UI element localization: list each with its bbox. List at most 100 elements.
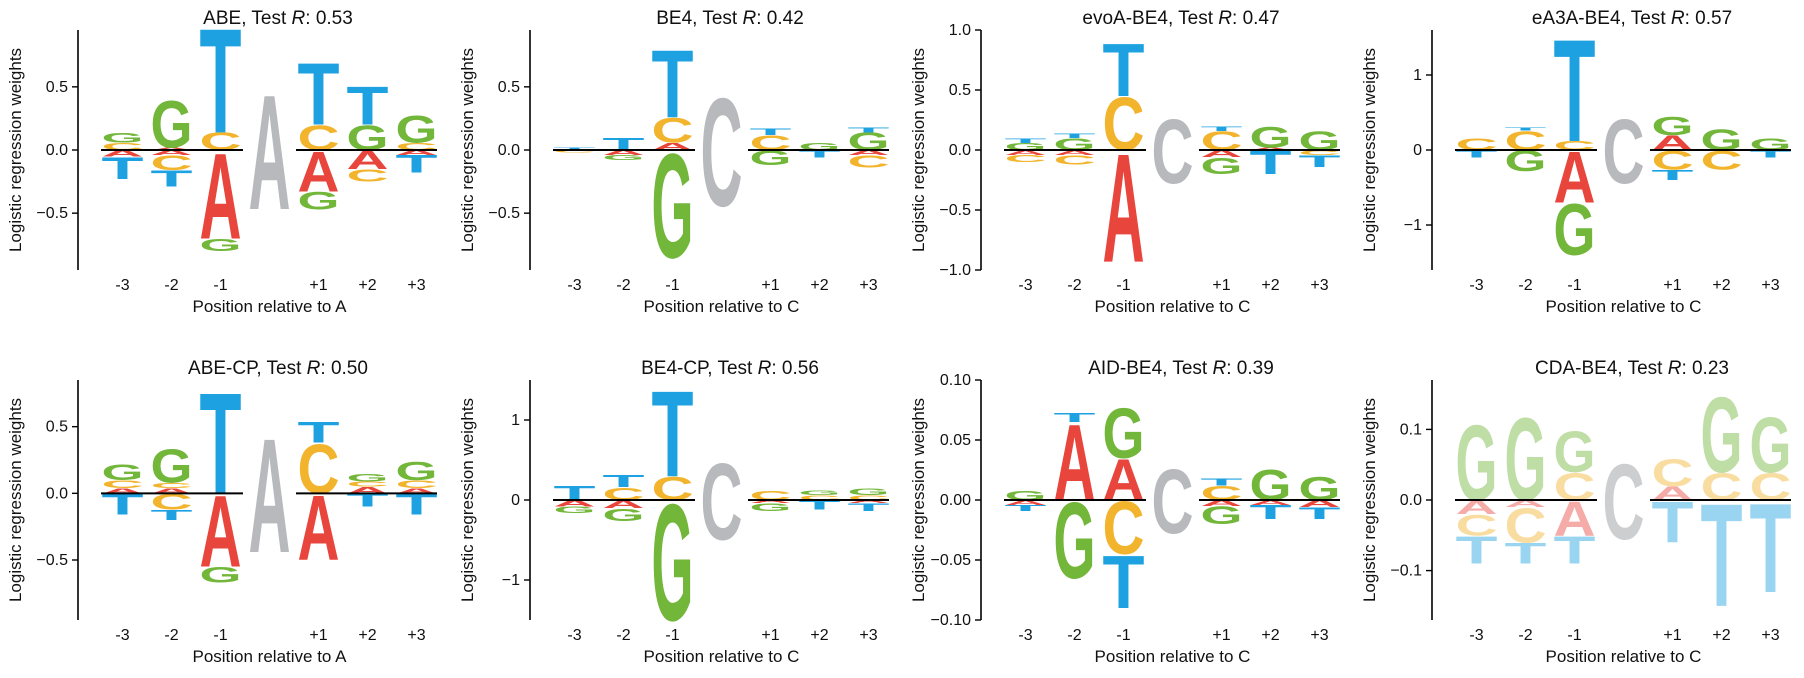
logo-letter-g: G bbox=[848, 487, 890, 497]
x-tick-label: -1 bbox=[665, 277, 679, 294]
y-tick-label: 0.0 bbox=[46, 485, 68, 502]
x-tick-label: -2 bbox=[1518, 627, 1532, 644]
logo-letter-a: A bbox=[396, 149, 438, 157]
x-tick-label: +3 bbox=[1310, 277, 1328, 294]
y-tick-label: 0.0 bbox=[46, 142, 68, 159]
logo-letter-c: C bbox=[1505, 499, 1547, 554]
x-tick-label: +3 bbox=[1761, 627, 1779, 644]
logo-letter-t: T bbox=[799, 498, 841, 513]
y-tick-label: 0.1 bbox=[1400, 421, 1422, 438]
logo-letter-a: A bbox=[1201, 148, 1243, 159]
logo-letter-a: A bbox=[151, 487, 193, 495]
y-tick-label: 0.5 bbox=[949, 82, 971, 99]
logo-letter-a: A bbox=[298, 477, 340, 580]
logo-letter-t: T bbox=[200, 0, 242, 164]
logo-letter-t: T bbox=[1456, 528, 1498, 572]
logo-letter-a: A bbox=[151, 147, 193, 151]
logo-letter-g: G bbox=[554, 505, 596, 515]
x-tick-label: -2 bbox=[1067, 277, 1081, 294]
x-tick-label: +2 bbox=[358, 627, 376, 644]
x-tick-label: +2 bbox=[1261, 277, 1279, 294]
panel-title: BE4, Test R: 0.42 bbox=[656, 8, 804, 29]
logo-letter-a: A bbox=[200, 129, 242, 266]
panel-cda-be4: CDA-BE4, Test R: 0.23 −0.1 0.0 0.1 Logistic … bbox=[1360, 358, 1791, 666]
logo-letter-a: A bbox=[396, 487, 438, 495]
logo-letter-a: A bbox=[848, 149, 890, 157]
logo-letter-c: C bbox=[151, 481, 193, 489]
x-tick-label: +2 bbox=[810, 277, 828, 294]
panel-title: eA3A-BE4, Test R: 0.57 bbox=[1532, 8, 1732, 29]
logo-letter-a: A bbox=[1456, 497, 1498, 519]
logo-letter-c: C bbox=[1299, 149, 1341, 156]
logo-letter-c: C bbox=[396, 140, 438, 152]
center-letter-a: A bbox=[249, 404, 291, 586]
logo-letter-g: G bbox=[652, 471, 694, 657]
logo-letter-c: C bbox=[396, 478, 438, 490]
logo-letter-g: G bbox=[1505, 395, 1547, 526]
logo-letter-g: G bbox=[102, 460, 144, 485]
logo-letter-a: A bbox=[1103, 448, 1145, 513]
y-tick-label: 0.0 bbox=[498, 142, 520, 159]
logo-letter-t: T bbox=[1299, 152, 1341, 171]
logo-letter-a: A bbox=[1005, 499, 1047, 506]
logo-letter-g: G bbox=[1456, 404, 1498, 524]
logo-letter-g: G bbox=[1701, 376, 1743, 496]
logo-letter-t: T bbox=[1701, 474, 1743, 638]
x-tick-label: -1 bbox=[665, 627, 679, 644]
y-tick-label: −0.5 bbox=[36, 205, 68, 222]
x-tick-label: +1 bbox=[1663, 627, 1681, 644]
logo-letter-a: A bbox=[1505, 498, 1547, 509]
x-tick-label: +1 bbox=[309, 627, 327, 644]
logo-letter-a: A bbox=[1054, 149, 1096, 156]
center-letter-c: C bbox=[1152, 452, 1194, 554]
logo-letter-g: G bbox=[1750, 402, 1792, 489]
logo-letter-t: T bbox=[1505, 127, 1547, 132]
y-axis-label: Logistic regression weights bbox=[1360, 48, 1379, 252]
logo-letter-c: C bbox=[1701, 464, 1743, 508]
logo-letter-c: C bbox=[1456, 508, 1498, 541]
logo-letter-c: C bbox=[1750, 464, 1792, 508]
x-tick-label: -3 bbox=[567, 627, 581, 644]
y-tick-label: 1 bbox=[1413, 67, 1422, 84]
y-tick-label: 0.5 bbox=[46, 79, 68, 96]
panel-title: ABE-CP, Test R: 0.50 bbox=[188, 358, 368, 379]
x-tick-label: +1 bbox=[1212, 277, 1230, 294]
logo-letter-c: C bbox=[1652, 450, 1694, 494]
logo-letter-c: C bbox=[1554, 464, 1596, 508]
x-tick-label: +2 bbox=[1712, 627, 1730, 644]
logo-letter-t: T bbox=[1652, 167, 1694, 183]
logo-letter-g: G bbox=[396, 457, 438, 486]
logo-letter-a: A bbox=[347, 485, 389, 495]
y-tick-label: −1 bbox=[502, 572, 520, 589]
x-tick-label: -3 bbox=[1018, 277, 1032, 294]
x-tick-label: -3 bbox=[1018, 627, 1032, 644]
x-tick-label: +2 bbox=[1712, 277, 1730, 294]
logo-letter-g: G bbox=[603, 154, 645, 162]
logo-letter-c: C bbox=[750, 131, 792, 155]
x-axis-label: Position relative to C bbox=[1095, 297, 1251, 316]
logo-letter-c: C bbox=[799, 494, 841, 501]
logo-letter-t: T bbox=[799, 148, 841, 160]
logo-letter-a: A bbox=[1201, 498, 1243, 507]
logo-letter-g: G bbox=[1005, 141, 1047, 152]
y-tick-label: 0.5 bbox=[498, 79, 520, 96]
logo-letter-t: T bbox=[1103, 29, 1145, 112]
panel-be4-cp: BE4-CP, Test R: 0.56 −1 0 1 Logistic regress… bbox=[458, 358, 889, 666]
logo-letter-c: C bbox=[1005, 153, 1047, 164]
x-tick-label: +1 bbox=[761, 627, 779, 644]
y-axis-label: Logistic regression weights bbox=[458, 48, 477, 252]
x-tick-label: -1 bbox=[1567, 277, 1581, 294]
logo-letter-c: C bbox=[848, 494, 890, 501]
x-tick-label: +1 bbox=[1212, 627, 1230, 644]
logo-letter-g: G bbox=[1652, 112, 1694, 141]
panel-abe-cp: ABE-CP, Test R: 0.50 −0.5 0.0 0.5 Logistic r… bbox=[6, 358, 437, 666]
logo-letter-t: T bbox=[554, 482, 596, 505]
y-tick-label: −0.5 bbox=[939, 202, 971, 219]
center-letter-c: C bbox=[1603, 102, 1645, 204]
logo-letter-t: T bbox=[1299, 504, 1341, 523]
logo-letter-t: T bbox=[1005, 503, 1047, 512]
y-tick-label: 0.05 bbox=[940, 432, 971, 449]
x-tick-label: +1 bbox=[309, 277, 327, 294]
logo-letter-t: T bbox=[1201, 125, 1243, 132]
logo-letter-c: C bbox=[1103, 83, 1145, 167]
